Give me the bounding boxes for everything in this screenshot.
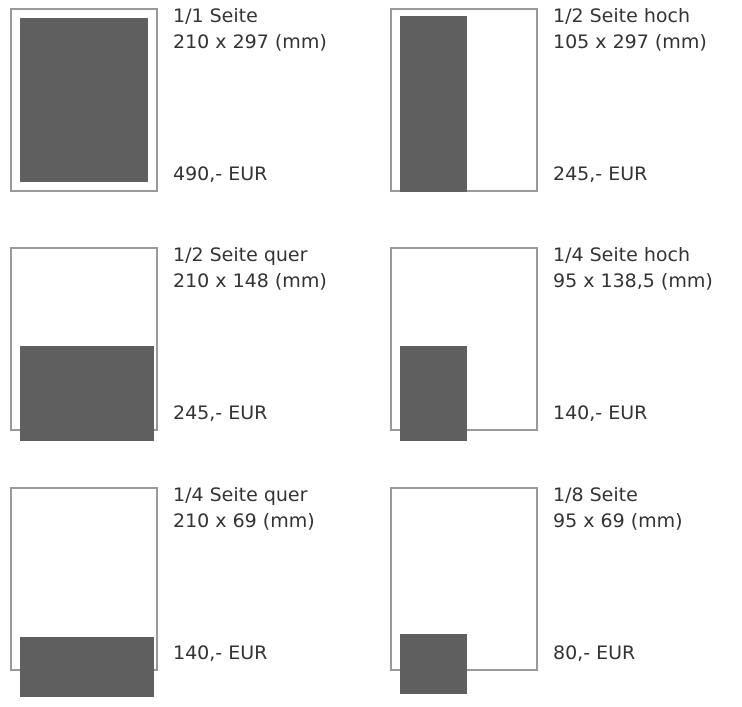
format-size: 210 x 148 (mm) [173,270,327,292]
ad-area-full [20,18,148,182]
format-title: 1/8 Seite [553,484,638,506]
format-size: 95 x 69 (mm) [553,510,683,532]
format-title: 1/4 Seite quer [173,484,308,506]
format-price: 140,- EUR [553,402,648,424]
ad-format-quarter-page-horizontal: 1/4 Seite quer 210 x 69 (mm) 140,- EUR [10,484,370,707]
page-diagram-full [10,8,158,192]
format-size: 105 x 297 (mm) [553,31,707,53]
format-title: 1/4 Seite hoch [553,244,690,266]
ad-format-half-page-horizontal: 1/2 Seite quer 210 x 148 (mm) 245,- EUR [10,244,370,467]
ad-area-half-vertical [400,16,467,192]
ad-area-quarter-vertical [400,346,467,441]
ad-format-full-page: 1/1 Seite 210 x 297 (mm) 490,- EUR [10,5,370,228]
page-diagram-half-horizontal [10,247,158,441]
format-price: 140,- EUR [173,642,268,664]
format-size: 210 x 297 (mm) [173,31,327,53]
ad-area-half-horizontal [20,346,154,441]
format-price: 80,- EUR [553,642,636,664]
ad-format-half-page-vertical: 1/2 Seite hoch 105 x 297 (mm) 245,- EUR [390,5,742,228]
ad-area-quarter-horizontal [20,637,154,697]
format-size: 210 x 69 (mm) [173,510,315,532]
format-price: 245,- EUR [553,163,648,185]
ad-area-eighth [400,634,467,694]
format-title: 1/2 Seite quer [173,244,308,266]
page-diagram-quarter-horizontal [10,487,158,697]
page-diagram-eighth [390,487,538,694]
format-price: 490,- EUR [173,163,268,185]
format-size: 95 x 138,5 (mm) [553,270,713,292]
format-price: 245,- EUR [173,402,268,424]
page-diagram-quarter-vertical [390,247,538,441]
ad-format-eighth-page: 1/8 Seite 95 x 69 (mm) 80,- EUR [390,484,742,707]
format-title: 1/1 Seite [173,5,258,27]
ad-format-quarter-page-vertical: 1/4 Seite hoch 95 x 138,5 (mm) 140,- EUR [390,244,742,467]
format-title: 1/2 Seite hoch [553,5,690,27]
page-diagram-half-vertical [390,8,538,192]
